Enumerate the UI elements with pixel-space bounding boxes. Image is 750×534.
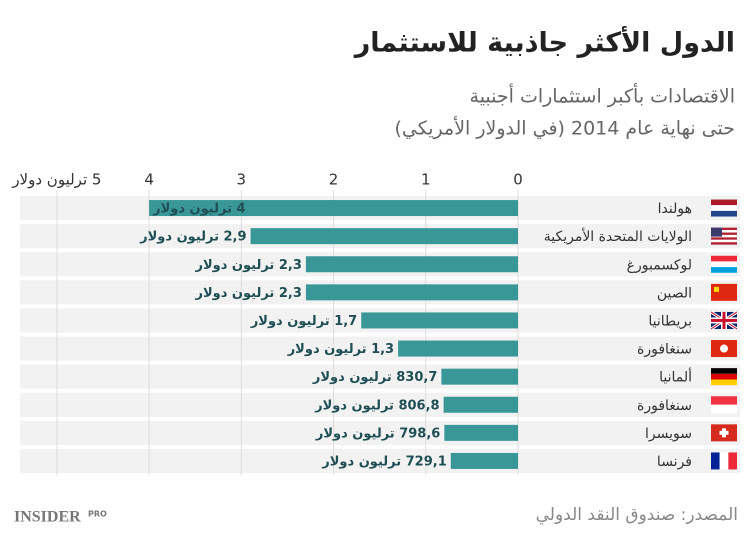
value-label: 806,8 ترليون دولار	[314, 398, 440, 413]
row-background	[20, 448, 740, 473]
flag-part	[711, 210, 737, 217]
category-label: سنغافورة	[637, 342, 692, 358]
row-background	[20, 392, 740, 417]
flag-part	[711, 199, 737, 206]
chart-subtitle: حتى نهاية عام 2014 (في الدولار الأمريكي)	[395, 117, 735, 140]
bar	[250, 228, 519, 245]
flag-part	[711, 283, 737, 301]
value-label: 4 ترليون دولار	[152, 202, 245, 217]
flag-part	[714, 286, 719, 292]
bar	[361, 312, 518, 329]
category-label: بريطانيا	[648, 313, 692, 329]
flag-part	[711, 255, 737, 262]
brand-logo-suffix: PRO	[88, 510, 107, 519]
x-tick-label: 3	[237, 171, 247, 189]
brand-logo: INSIDER	[14, 509, 81, 526]
bar	[443, 396, 518, 413]
bar	[305, 284, 518, 301]
value-label: 2,3 ترليون دولار	[194, 258, 301, 273]
category-label: لوكسمبورغ	[627, 257, 692, 273]
category-label: هولندا	[658, 201, 692, 217]
x-tick-label: 2	[329, 171, 339, 189]
flag-part	[711, 232, 737, 235]
category-label: الصين	[657, 285, 692, 301]
value-label: 798,6 ترليون دولار	[315, 426, 441, 441]
flag-part	[720, 344, 728, 353]
bar	[149, 200, 518, 217]
value-label: 2,9 ترليون دولار	[139, 230, 246, 245]
flag-part	[711, 396, 737, 405]
category-label: سويسرا	[645, 426, 692, 442]
flag	[711, 255, 737, 273]
bar	[441, 368, 518, 385]
bar	[305, 256, 518, 273]
source-note: المصدر: صندوق النقد الدولي	[536, 505, 738, 525]
flag	[710, 310, 738, 331]
flag-part	[711, 227, 722, 237]
flag-part	[711, 318, 737, 322]
category-label: الولايات المتحدة الأمريكية	[544, 227, 692, 245]
x-tick-label: 1	[421, 171, 431, 189]
flag-part	[711, 239, 737, 243]
flag	[711, 340, 737, 358]
chart-subtitle: الاقتصادات بأكبر استثمارات أجنبية	[470, 83, 735, 108]
value-label: 1,7 ترليون دولار	[250, 314, 357, 329]
flag-part	[711, 373, 737, 380]
flag-part	[711, 404, 737, 414]
flag	[711, 368, 737, 386]
flag-part	[711, 368, 737, 374]
flag	[711, 283, 737, 301]
x-tick-label: 4	[144, 171, 154, 189]
row-background	[20, 364, 740, 389]
flag-part	[711, 261, 737, 268]
bar	[444, 424, 518, 441]
category-label: ألمانيا	[659, 368, 692, 386]
bar	[450, 452, 518, 469]
flag-part	[711, 227, 737, 231]
chart-title: الدول الأكثر جاذبية للاستثمار	[353, 26, 735, 59]
category-label: فرنسا	[657, 454, 692, 470]
flag-part	[719, 452, 729, 470]
flag-part	[711, 379, 737, 386]
row-background	[20, 336, 740, 361]
flag-part	[719, 430, 729, 435]
flag-part	[711, 205, 737, 211]
value-label: 729,1 ترليون دولار	[321, 454, 447, 469]
x-tick-label: 5 ترليون دولار	[11, 171, 101, 189]
flag-part	[711, 230, 737, 233]
value-label: 1,3 ترليون دولار	[287, 342, 394, 357]
flag-part	[711, 234, 737, 238]
value-label: 2,3 ترليون دولار	[194, 286, 301, 301]
flag-part	[711, 452, 720, 470]
value-label: 830,7 ترليون دولار	[312, 370, 438, 385]
flag	[711, 227, 737, 245]
flag	[711, 396, 737, 414]
flag	[711, 452, 737, 470]
bar	[398, 340, 518, 357]
row-background	[20, 420, 740, 445]
flag-part	[728, 452, 737, 470]
category-label: سنغافورة	[637, 398, 692, 414]
flag	[711, 424, 737, 442]
flag-part	[711, 237, 737, 240]
flag-part	[711, 242, 737, 245]
x-tick-label: 0	[513, 171, 523, 189]
flag	[711, 199, 737, 217]
flag-part	[711, 267, 737, 273]
